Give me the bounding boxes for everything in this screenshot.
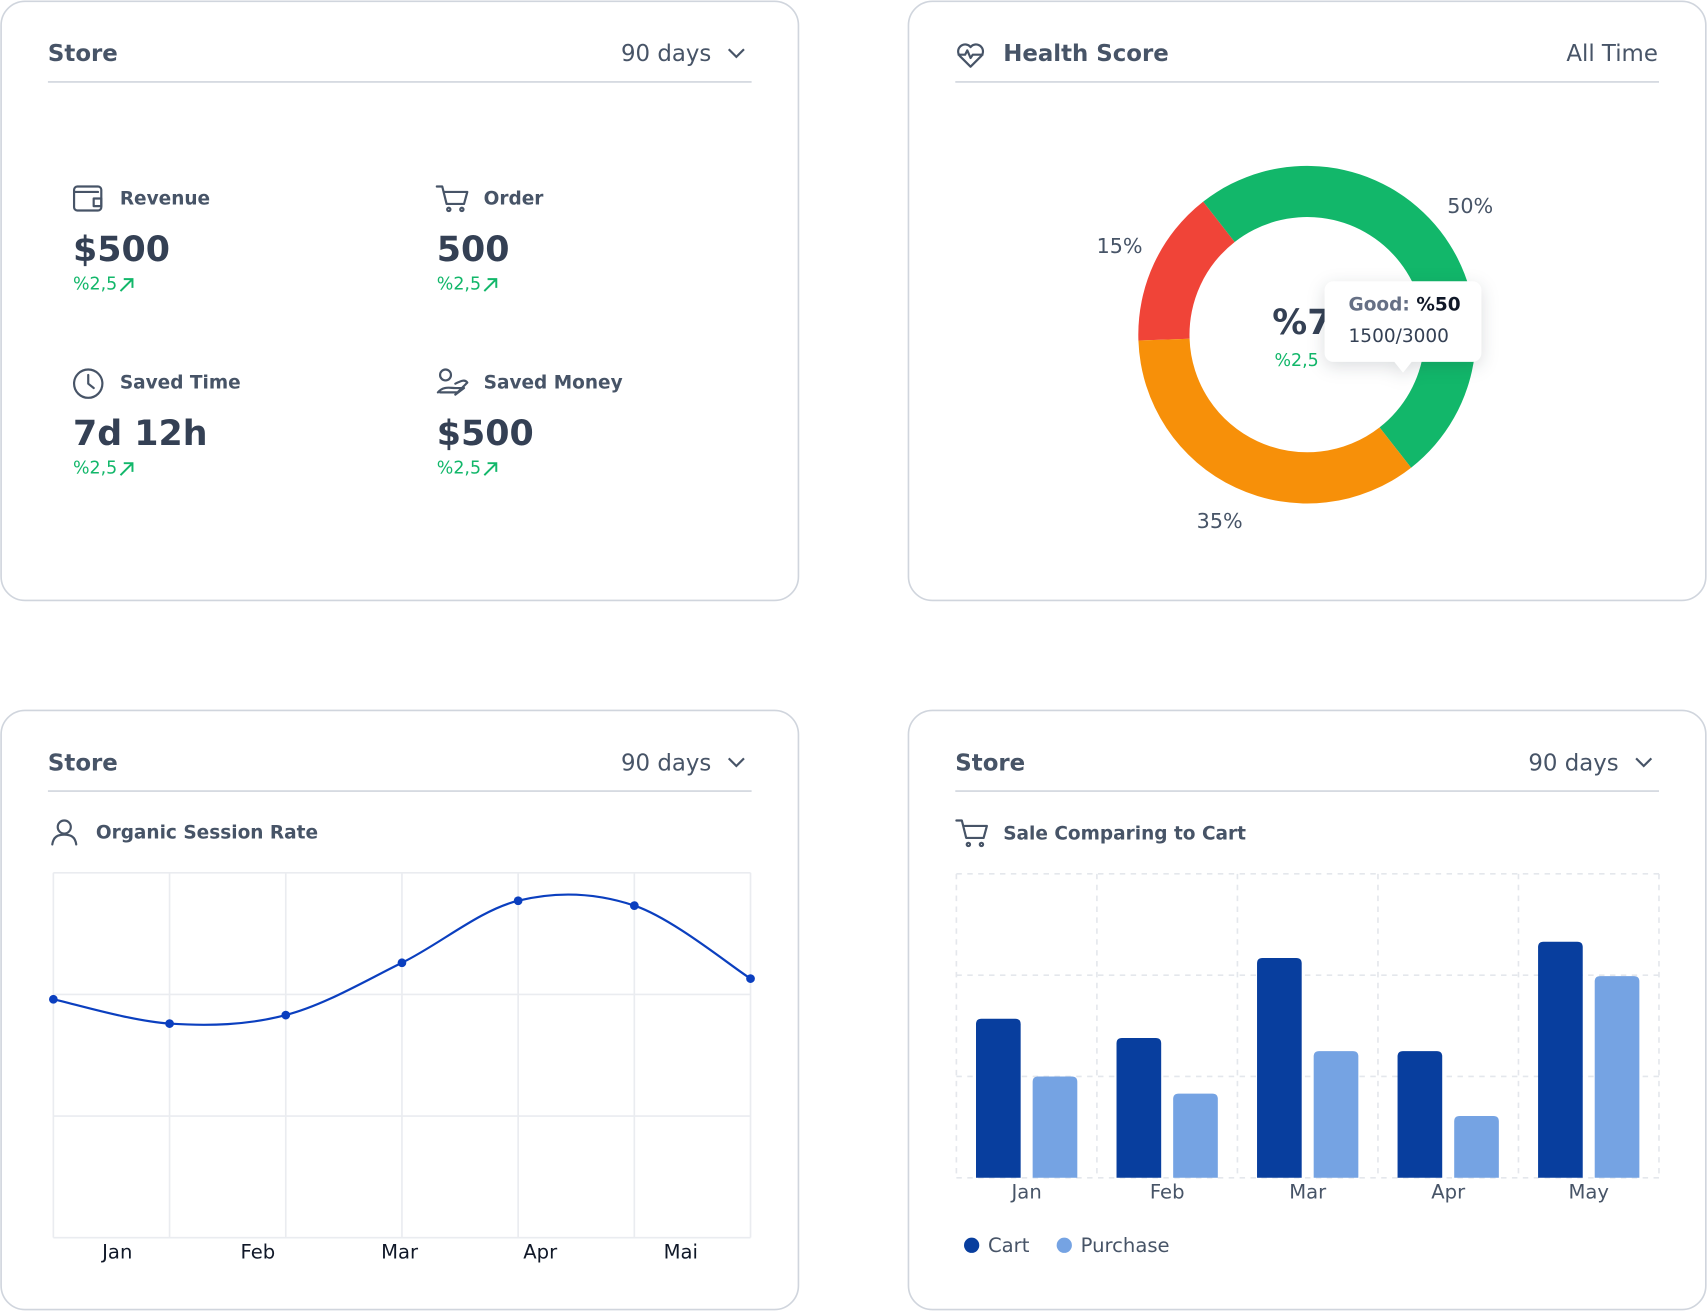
card-title: Health Score bbox=[1003, 41, 1169, 67]
stat-label: Revenue bbox=[120, 189, 210, 210]
chart-title: Organic Session Rate bbox=[96, 823, 318, 844]
point bbox=[629, 901, 639, 910]
x-tick-label: May bbox=[1568, 1181, 1609, 1204]
donut-segment bbox=[1138, 338, 1412, 504]
bar bbox=[1538, 941, 1583, 1178]
bar bbox=[1032, 1076, 1078, 1178]
user-icon bbox=[51, 819, 78, 846]
point bbox=[281, 1010, 291, 1020]
x-tick-label: Mai bbox=[664, 1240, 698, 1263]
period-select: All Time bbox=[1566, 41, 1658, 67]
donut-segment bbox=[1138, 201, 1235, 341]
card bbox=[907, 709, 1707, 1311]
period-select: 90 days bbox=[621, 41, 711, 67]
card-title: Store bbox=[48, 750, 118, 776]
money-icon bbox=[436, 368, 469, 396]
stat-change: %2,5 bbox=[437, 459, 481, 479]
card bbox=[0, 0, 800, 602]
chevron bbox=[727, 48, 745, 59]
point bbox=[513, 896, 523, 906]
x-tick-label: Mar bbox=[1289, 1181, 1327, 1204]
x-tick-label: Jan bbox=[1010, 1181, 1042, 1204]
heart-icon bbox=[957, 43, 985, 68]
tooltip-label: Good: bbox=[1349, 294, 1410, 315]
bar bbox=[1173, 1093, 1218, 1178]
stat-value: 500 bbox=[437, 230, 510, 270]
donut-segment bbox=[1203, 165, 1476, 468]
stat-value: $500 bbox=[437, 414, 534, 454]
clock-icon bbox=[72, 368, 104, 399]
chevron bbox=[1635, 757, 1653, 768]
stat-change: %2,5 bbox=[73, 275, 117, 295]
legend-swatch bbox=[964, 1237, 980, 1253]
period-select: 90 days bbox=[621, 750, 711, 776]
wallet-icon bbox=[72, 185, 103, 212]
stat-change: %2,5 bbox=[73, 459, 117, 479]
tooltip-detail: 1500/3000 bbox=[1349, 326, 1449, 347]
point bbox=[397, 958, 407, 968]
stat-value: $500 bbox=[73, 230, 170, 270]
legend-label: Cart bbox=[988, 1234, 1030, 1257]
bar bbox=[1313, 1051, 1359, 1178]
cart-icon bbox=[435, 185, 469, 213]
x-tick-label: Apr bbox=[1431, 1181, 1466, 1204]
x-tick-label: Mar bbox=[381, 1240, 419, 1263]
segment-label: 35% bbox=[1197, 509, 1243, 533]
legend-label: Purchase bbox=[1081, 1234, 1170, 1257]
stat-change: %2,5 bbox=[437, 275, 481, 295]
trend-arrow bbox=[119, 278, 134, 292]
stat-label: Saved Money bbox=[484, 373, 623, 394]
chevron bbox=[727, 757, 745, 768]
bar bbox=[1116, 1037, 1162, 1178]
card bbox=[0, 709, 800, 1311]
bar bbox=[976, 1018, 1021, 1178]
segment-label: 15% bbox=[1097, 234, 1143, 258]
x-tick-label: Jan bbox=[100, 1240, 132, 1263]
tooltip-value: %50 bbox=[1416, 294, 1460, 315]
segment-label: 50% bbox=[1447, 194, 1493, 218]
trend-arrow bbox=[119, 462, 134, 476]
point bbox=[165, 1019, 174, 1028]
chart-title: Sale Comparing to Cart bbox=[1003, 824, 1246, 845]
legend-swatch bbox=[1056, 1237, 1072, 1253]
x-tick-label: Feb bbox=[241, 1240, 276, 1263]
point bbox=[746, 974, 755, 983]
stat-value: 7d 12h bbox=[73, 414, 208, 454]
card bbox=[907, 0, 1707, 602]
trend-arrow bbox=[483, 462, 498, 476]
period-select: 90 days bbox=[1528, 750, 1618, 776]
stat-label: Order bbox=[484, 189, 545, 210]
card-title: Store bbox=[48, 41, 118, 67]
point bbox=[49, 994, 58, 1004]
card-title: Store bbox=[955, 750, 1025, 776]
trend-arrow bbox=[483, 278, 498, 292]
stat-label: Saved Time bbox=[120, 373, 241, 394]
tooltip bbox=[1324, 281, 1482, 373]
center-change: %2,5 bbox=[1274, 351, 1318, 371]
bar bbox=[1594, 976, 1640, 1178]
bar bbox=[1257, 957, 1302, 1178]
bar bbox=[1397, 1051, 1443, 1178]
x-tick-label: Feb bbox=[1150, 1181, 1185, 1204]
x-tick-label: Apr bbox=[523, 1240, 558, 1263]
cart-icon bbox=[955, 819, 988, 848]
center-value: %7 bbox=[1272, 303, 1331, 343]
bar bbox=[1454, 1115, 1499, 1178]
